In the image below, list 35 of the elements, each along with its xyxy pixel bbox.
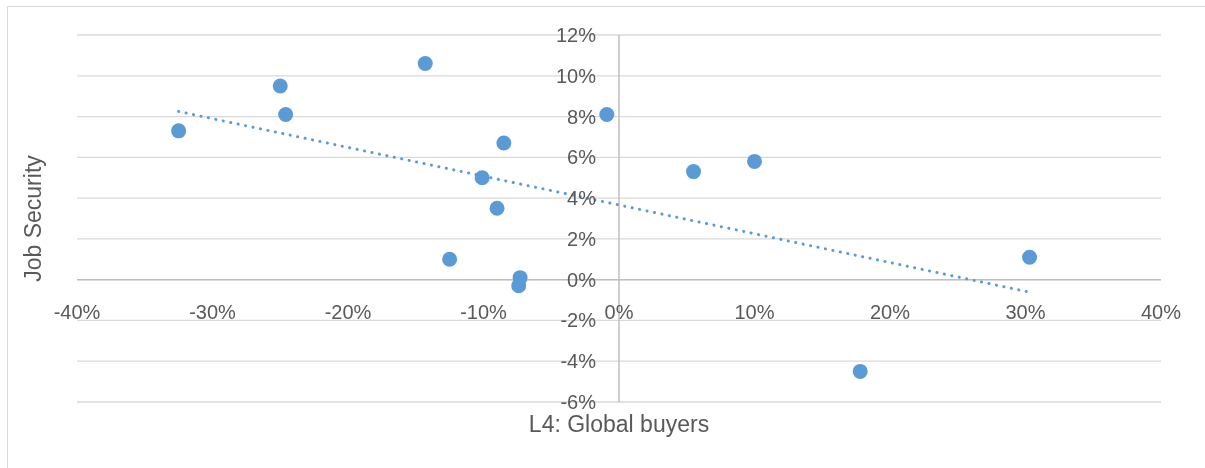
point (686, 164, 702, 180)
point (1022, 249, 1038, 265)
point (511, 278, 527, 294)
y-tick-label: -2% (560, 309, 597, 332)
x-axis-title: L4: Global buyers (528, 410, 710, 437)
y-tick-label: 0% (567, 268, 597, 291)
point (599, 107, 615, 123)
x-tick-label: 20% (869, 300, 911, 323)
point (474, 170, 490, 186)
x-tick-label: -20% (324, 300, 372, 323)
point (496, 135, 512, 151)
x-tick-label: 40% (1140, 300, 1182, 323)
y-axis-title: Job Security (20, 154, 46, 282)
point (747, 153, 762, 169)
x-tick-label: 30% (1005, 300, 1046, 323)
y-tick-label: 8% (567, 105, 597, 128)
x-tick-label: -40% (53, 300, 101, 323)
point (489, 200, 505, 216)
point (852, 363, 868, 379)
y-tick-label: 2% (567, 227, 597, 250)
x-tick-label: -10% (460, 300, 508, 323)
point (417, 56, 433, 72)
y-tick-label: 6% (567, 146, 597, 169)
x-tick-label: 0% (604, 300, 634, 323)
y-tick-label: 10% (555, 64, 597, 87)
y-tick-label: -4% (560, 350, 597, 373)
x-tick-label: 10% (734, 300, 775, 323)
y-tick-label: 4% (567, 187, 597, 210)
x-tick-label: -30% (189, 300, 237, 323)
point (272, 78, 288, 94)
point (278, 107, 294, 123)
point (442, 251, 458, 267)
y-tick-label: -6% (560, 391, 597, 413)
point (171, 123, 187, 139)
y-tick-label: 12% (555, 24, 597, 46)
